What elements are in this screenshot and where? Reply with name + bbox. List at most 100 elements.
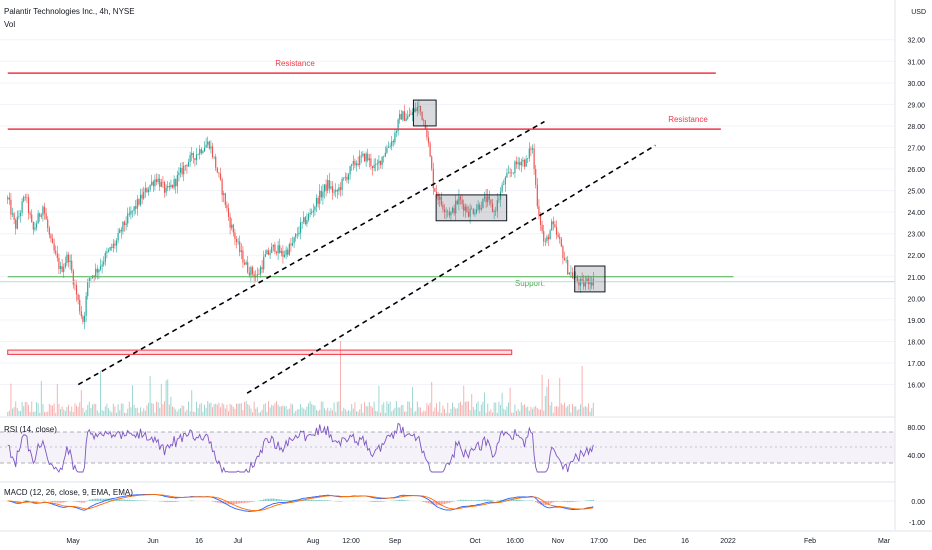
- candle-body: [429, 143, 431, 157]
- candle-body: [415, 108, 417, 112]
- volume-bar: [360, 403, 362, 416]
- candle-body: [181, 167, 183, 175]
- candle-body: [392, 141, 394, 143]
- macd-histogram-bar: [131, 499, 134, 501]
- volume-bar: [236, 403, 238, 416]
- macd-histogram-bar: [247, 501, 249, 503]
- macd-histogram-bar: [170, 501, 172, 503]
- macd-histogram-bar: [53, 501, 55, 503]
- volume-bar: [215, 403, 217, 416]
- annotations-front[interactable]: Resistance Resistance Support.: [0, 59, 895, 394]
- price-axis[interactable]: 16.00 17.00 18.00 19.00 20.00 21.00 22.00 23.00…: [0, 0, 925, 530]
- volume-bar: [498, 401, 500, 416]
- candle-body: [375, 164, 377, 166]
- volume-bar: [66, 407, 68, 416]
- macd-histogram-bar: [307, 499, 310, 501]
- macd-histogram-bar: [549, 501, 551, 504]
- macd-histogram-bar: [591, 500, 593, 501]
- volume-bar: [516, 411, 518, 416]
- macd-histogram-bar: [373, 501, 375, 502]
- volume-bar: [591, 408, 593, 416]
- volume-bar: [7, 411, 9, 416]
- candle-body: [491, 203, 494, 212]
- volume-bar: [538, 409, 540, 416]
- candle-body: [264, 254, 266, 257]
- macd-histogram-bar: [99, 498, 102, 501]
- volume-bar: [432, 411, 434, 416]
- time-axis[interactable]: May Jun 16 Jul Aug 12:00 Sep Oct 16:00 Nov 17:00 De…: [0, 530, 932, 545]
- volume-bar: [143, 408, 145, 416]
- macd-histogram-bar: [466, 500, 468, 501]
- volume-bar: [578, 409, 580, 416]
- candle-body: [315, 197, 318, 207]
- macd-histogram-bar: [315, 499, 318, 501]
- volume-bar: [244, 402, 246, 416]
- volume-bar: [458, 403, 460, 416]
- macd-pane[interactable]: [0, 493, 895, 512]
- candle-body: [509, 172, 511, 174]
- candle-body: [376, 163, 378, 165]
- volume-bar: [418, 407, 420, 416]
- candle-body: [295, 233, 297, 238]
- volume-bar: [365, 406, 367, 416]
- volume-bar: [300, 404, 302, 416]
- currency-label: USD: [911, 9, 926, 16]
- candle-body: [61, 266, 63, 272]
- candle-body: [199, 149, 201, 155]
- macd-histogram-bar: [135, 500, 137, 501]
- volume-bar: [103, 411, 105, 416]
- volume-bar: [202, 411, 204, 416]
- volume-bar: [415, 410, 417, 416]
- time-tick-label: Oct: [470, 538, 481, 545]
- volume-bar: [448, 412, 450, 416]
- volume-bar: [101, 409, 103, 416]
- volume-bar: [240, 403, 242, 416]
- volume-bar: [223, 404, 225, 416]
- trendline: [246, 144, 656, 394]
- volume-bar: [370, 405, 372, 416]
- macd-histogram-bar: [338, 501, 340, 502]
- signal-line: [7, 494, 594, 512]
- volume-bar: [325, 410, 327, 416]
- macd-histogram-bar: [16, 501, 18, 503]
- candle-body: [370, 158, 372, 167]
- volume-bar: [149, 376, 151, 416]
- grid-lines: [0, 39, 895, 386]
- candle-body: [523, 160, 526, 167]
- macd-histogram-bar: [475, 500, 478, 501]
- candle-body: [133, 206, 135, 211]
- macd-histogram-bar: [456, 500, 458, 501]
- volume-bar: [165, 380, 167, 416]
- time-tick-label: 16: [195, 538, 203, 545]
- consolidation-box: [412, 99, 437, 127]
- volume-bar: [362, 412, 364, 416]
- macd-histogram-bar: [136, 500, 138, 501]
- volume-bar: [180, 408, 182, 416]
- volume-bar: [530, 406, 532, 416]
- candle-body: [258, 274, 260, 275]
- candle-body: [507, 172, 510, 174]
- time-tick-label: Nov: [552, 538, 565, 545]
- volume-bar: [128, 401, 130, 416]
- candle-body: [43, 206, 46, 214]
- candle-body: [237, 241, 239, 243]
- macd-histogram-bar: [400, 499, 402, 501]
- volume-bar: [540, 409, 542, 416]
- candle-body: [210, 146, 212, 149]
- volume-bar: [344, 409, 346, 416]
- rsi-pane[interactable]: [0, 422, 895, 474]
- volume-bar: [527, 406, 529, 416]
- volume-bar: [461, 405, 463, 416]
- macd-histogram-bar: [427, 501, 430, 504]
- volume-bar: [439, 401, 441, 416]
- candle-body: [424, 120, 426, 130]
- macd-histogram-bar: [101, 498, 103, 501]
- volume-bar: [484, 392, 486, 416]
- macd-histogram-bar: [464, 499, 466, 501]
- volume-bar: [573, 406, 575, 416]
- volume-bar: [245, 401, 247, 416]
- volume-bar: [485, 412, 487, 416]
- candle-body: [434, 188, 436, 192]
- volume-bar: [592, 402, 594, 416]
